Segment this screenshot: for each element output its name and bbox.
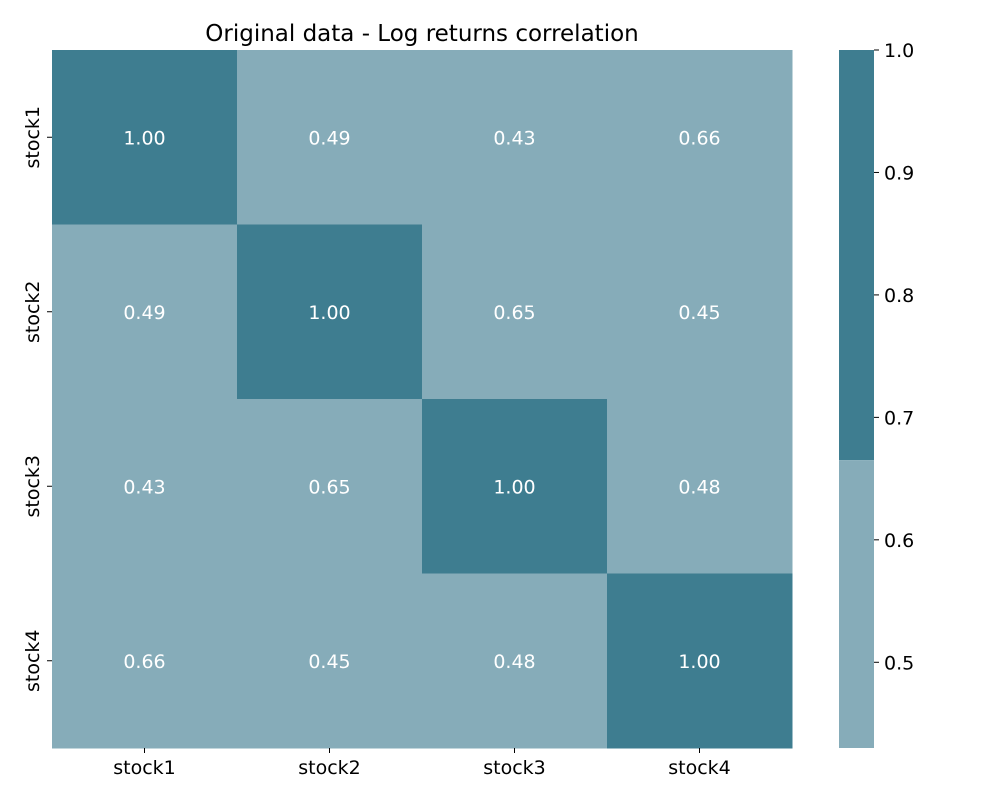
cell-value-label: 0.43	[123, 476, 165, 498]
heatmap-cell	[422, 50, 608, 225]
heatmap-cell	[607, 224, 793, 400]
colorbar-high-segment	[839, 50, 874, 461]
colorbar-tick-label: 0.7	[884, 407, 914, 429]
y-tick-label: stock2	[22, 280, 44, 343]
y-tick-label: stock4	[22, 629, 44, 692]
heatmap-cells: 1.00 0.49 0.43 0.66 0.49 1.00 0.65 0.45 0.43 0.65…	[52, 50, 793, 749]
heatmap-cell	[52, 399, 238, 574]
cell-value-label: 0.49	[123, 302, 165, 324]
colorbar-tick-label: 0.5	[884, 652, 914, 674]
x-axis: stock1 stock2 stock3 stock4	[113, 748, 731, 779]
cell-value-label: 0.48	[678, 476, 720, 498]
cell-value-label: 0.45	[678, 302, 720, 324]
colorbar-tick-label: 0.9	[884, 162, 914, 184]
cell-value-label: 0.66	[678, 127, 720, 149]
heatmap-cell	[237, 50, 423, 225]
heatmap-cell	[607, 399, 793, 574]
heatmap-cell	[52, 224, 238, 400]
heatmap-cell	[237, 224, 423, 400]
colorbar: 0.5 0.6 0.7 0.8 0.9 1.0	[839, 40, 914, 748]
colorbar-tick-label: 0.8	[884, 285, 914, 307]
cell-value-label: 0.65	[493, 302, 535, 324]
x-tick-label: stock1	[113, 757, 176, 779]
heatmap-cell	[607, 50, 793, 225]
heatmap-cell	[607, 573, 793, 749]
heatmap-cell	[237, 573, 423, 749]
cell-value-label: 0.45	[308, 651, 350, 673]
y-tick-label: stock1	[22, 106, 44, 169]
colorbar-tick-label: 0.6	[884, 530, 914, 552]
cell-value-label: 0.48	[493, 651, 535, 673]
y-axis: stock1 stock2 stock3 stock4	[22, 106, 52, 692]
x-tick-label: stock4	[668, 757, 731, 779]
colorbar-tick-label: 1.0	[884, 40, 914, 62]
heatmap-cell	[237, 399, 423, 574]
y-tick-label: stock3	[22, 455, 44, 518]
x-tick-label: stock3	[483, 757, 546, 779]
heatmap-cell	[422, 224, 608, 400]
cell-value-label: 0.66	[123, 651, 165, 673]
cell-value-label: 1.00	[308, 302, 350, 324]
chart-title: Original data - Log returns correlation	[205, 21, 638, 47]
cell-value-label: 0.43	[493, 127, 535, 149]
cell-value-label: 1.00	[678, 651, 720, 673]
heatmap-cell	[52, 573, 238, 749]
colorbar-low-segment	[839, 460, 874, 748]
heatmap-cell	[52, 50, 238, 225]
heatmap-cell	[422, 399, 608, 574]
x-tick-label: stock2	[298, 757, 361, 779]
heatmap-cell	[422, 573, 608, 749]
cell-value-label: 0.65	[308, 476, 350, 498]
cell-value-label: 0.49	[308, 127, 350, 149]
cell-value-label: 1.00	[123, 127, 165, 149]
cell-value-label: 1.00	[493, 476, 535, 498]
